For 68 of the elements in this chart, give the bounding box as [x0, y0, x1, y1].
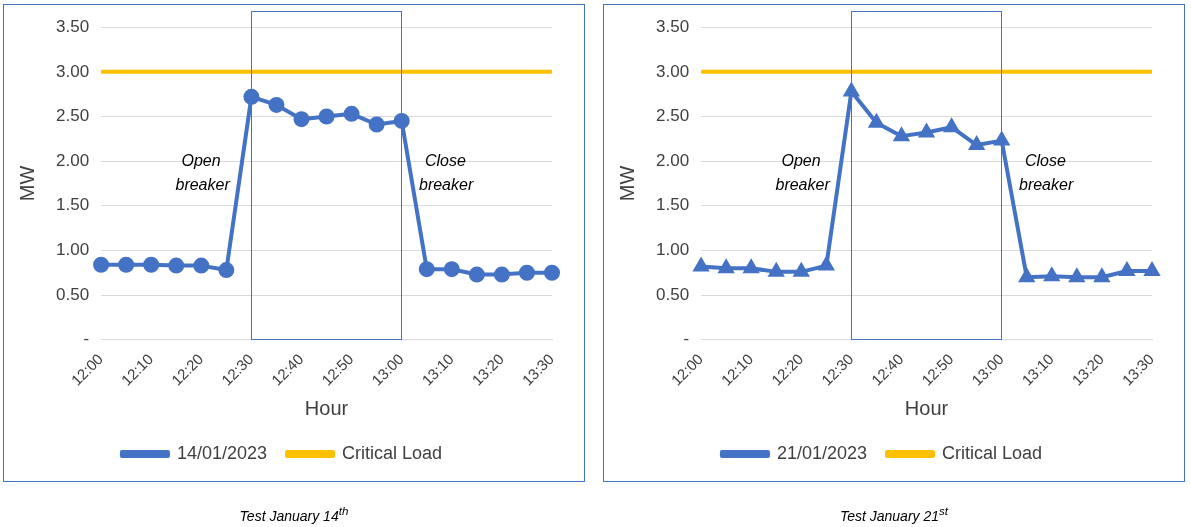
y-axis-title: MW — [15, 165, 38, 202]
point — [767, 261, 785, 277]
point — [844, 83, 859, 97]
point — [944, 119, 959, 133]
point — [1094, 269, 1110, 283]
y-tick-label: 2.00 — [55, 150, 90, 170]
y-tick-label: 1.00 — [55, 240, 90, 260]
point — [168, 257, 185, 274]
y-tick-label: 3.00 — [55, 61, 90, 81]
point — [443, 261, 460, 278]
point — [1069, 269, 1085, 283]
point — [792, 261, 810, 277]
point — [343, 105, 360, 122]
y-tick-label: 1.50 — [55, 195, 90, 215]
point — [994, 132, 1009, 146]
point — [118, 256, 135, 273]
text: Test January 14$^{th}$ — [238, 504, 350, 524]
point — [718, 260, 734, 274]
point — [1119, 262, 1135, 276]
point — [743, 260, 759, 274]
point — [969, 137, 984, 151]
point — [418, 261, 435, 278]
point — [493, 266, 510, 283]
y-tick-label: 3.50 — [55, 16, 90, 36]
legend-label: Critical Load — [942, 442, 1043, 463]
y-tick-label: 3.50 — [655, 16, 690, 36]
legend-label: 21/01/2023 — [776, 442, 868, 463]
point — [692, 256, 710, 272]
y-tick-label: 1.00 — [655, 240, 690, 260]
point — [368, 116, 385, 133]
y-tick-label: 1.50 — [655, 195, 690, 215]
y-tick-label: - — [683, 329, 690, 349]
annotation: Open breaker — [775, 152, 831, 194]
point — [468, 266, 485, 283]
point — [1044, 268, 1059, 282]
y-tick-label: 0.50 — [55, 284, 90, 304]
point — [518, 264, 535, 281]
point — [918, 122, 935, 138]
y-tick-label: - — [83, 329, 90, 349]
point — [867, 112, 884, 128]
y-axis-title: MW — [615, 165, 638, 202]
point — [243, 88, 260, 105]
point — [318, 108, 335, 125]
point — [293, 111, 310, 128]
legend-label: Critical Load — [342, 442, 443, 463]
point — [218, 262, 235, 279]
point — [268, 96, 285, 113]
annotation: Close breaker — [1018, 152, 1074, 194]
y-tick-label: 2.50 — [655, 106, 690, 126]
legend-label: 14/01/2023 — [176, 442, 268, 463]
annotation: Close breaker — [418, 152, 474, 194]
point — [544, 264, 560, 281]
point — [894, 128, 909, 142]
point — [1144, 262, 1160, 276]
y-tick-label: 2.50 — [55, 106, 90, 126]
point — [143, 256, 160, 273]
y-tick-label: 2.00 — [655, 150, 690, 170]
point — [393, 112, 410, 129]
point — [1019, 269, 1034, 283]
y-tick-label: 0.50 — [655, 284, 690, 304]
x-axis-title: Hour — [904, 396, 949, 419]
text: Test January 21$^{st}$ — [838, 504, 950, 524]
point — [819, 257, 834, 271]
point — [93, 256, 110, 273]
x-axis-title: Hour — [304, 396, 349, 419]
y-tick-label: 3.00 — [655, 61, 690, 81]
annotation: Open breaker — [175, 152, 231, 194]
point — [193, 257, 210, 274]
